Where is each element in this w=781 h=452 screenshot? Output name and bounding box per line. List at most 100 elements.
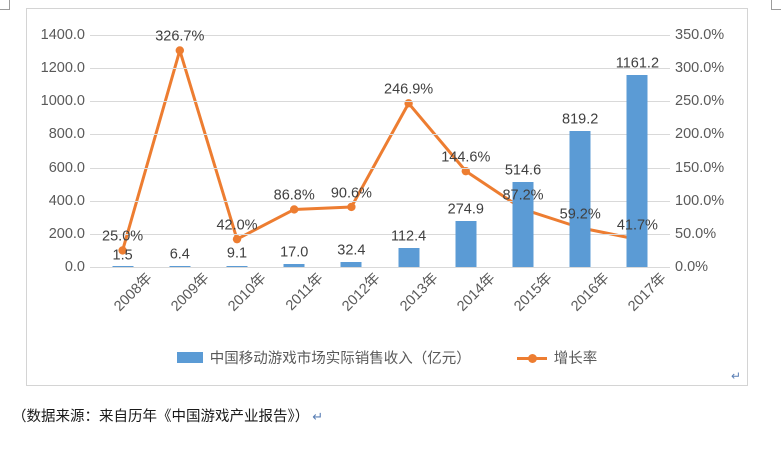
bar-2017年[interactable] (626, 74, 648, 267)
bar-value-label: 32.4 (337, 242, 366, 259)
left-axis-tickmark (90, 233, 94, 235)
legend-item-revenue[interactable]: 中国移动游戏市场实际销售收入（亿元） (176, 347, 471, 368)
bar-value-label: 112.4 (390, 228, 427, 245)
gridline (94, 167, 666, 169)
growth-rate-value-label: 87.2% (502, 187, 544, 204)
gridline (94, 134, 666, 136)
left-axis-tickmark (90, 200, 94, 202)
figure-caption: （数据来源：来自历年《中国游戏产业报告》） ↵ (12, 405, 323, 426)
gridline (94, 267, 666, 268)
left-value-axis: 0.0 200.0 400.0 600.0 800.0 1000.0 1200.0 1400.… (27, 28, 89, 274)
right-axis-tickmark (666, 233, 670, 235)
growth-rate-value-label: 41.7% (616, 217, 658, 234)
category-label-2017年: 2017年 (625, 270, 670, 315)
bar-2013年[interactable] (398, 248, 420, 267)
bar-value-label: 819.2 (562, 111, 599, 128)
legend-item-growth-rate[interactable]: 增长率 (516, 347, 598, 368)
bar-2014年[interactable] (455, 221, 477, 267)
bar-2008年[interactable] (112, 265, 134, 267)
left-axis-tick-label: 1400.0 (40, 26, 85, 43)
category-axis-labels: 2008年 2009年 2010年 2011年 2012年 2013年 2014年 2015年… (94, 270, 670, 331)
line-series-swatch-icon (516, 352, 547, 364)
bar-value-label: 6.4 (169, 246, 190, 263)
gridline (94, 200, 666, 202)
left-axis-tickmark (90, 101, 94, 103)
bar-series-swatch-icon (176, 352, 203, 363)
category-label-2011年: 2011年 (283, 270, 327, 314)
gridline (94, 35, 666, 36)
left-axis-tickmark (90, 267, 94, 268)
growth-rate-value-label: 59.2% (559, 206, 601, 223)
right-axis-tick-label: 350.0% (675, 26, 725, 43)
category-label-2015年: 2015年 (511, 270, 556, 315)
caption-return-icon: ↵ (312, 409, 324, 424)
bar-2012年[interactable] (340, 261, 362, 267)
bar-2016年[interactable] (569, 131, 591, 267)
growth-rate-polyline (121, 48, 639, 252)
growth-rate-value-label: 42.0% (216, 217, 258, 234)
right-percent-axis: 0.0% 50.0% 100.0% 150.0% 200.0% 250.0% 300.0% 3… (668, 28, 738, 274)
left-axis-tickmark (90, 35, 94, 36)
left-axis-tick-label: 1000.0 (40, 93, 85, 110)
right-axis-tick-label: 150.0% (675, 159, 725, 176)
right-axis-tickmark (666, 35, 670, 36)
category-label-2013年: 2013年 (396, 270, 442, 315)
growth-rate-value-label: 90.6% (330, 185, 372, 202)
right-axis-tick-label: 100.0% (675, 192, 725, 209)
line-marker-2012年[interactable] (347, 202, 356, 212)
right-axis-tickmark (666, 167, 670, 169)
gridline (94, 233, 666, 235)
bar-2009年[interactable] (169, 265, 191, 267)
bar-value-label: 1161.2 (615, 55, 660, 72)
category-label-2014年: 2014年 (454, 270, 499, 315)
legend-label-revenue: 中国移动游戏市场实际销售收入（亿元） (209, 351, 471, 367)
bar-value-label: 274.9 (447, 201, 484, 218)
left-axis-tickmark (90, 134, 94, 136)
right-axis-tick-label: 50.0% (675, 225, 717, 242)
growth-rate-value-label: 326.7% (155, 28, 205, 45)
page-corner-mark-top-left (0, 0, 10, 10)
category-label-2012年: 2012年 (339, 270, 384, 315)
left-axis-tickmark (90, 167, 94, 169)
right-axis-tickmark (666, 134, 670, 136)
category-label-2010年: 2010年 (225, 270, 270, 315)
right-axis-tickmark (666, 101, 670, 103)
caption-text: （数据来源：来自历年《中国游戏产业报告》） (12, 409, 310, 425)
right-axis-tickmark (666, 267, 670, 268)
left-axis-tick-label: 800.0 (48, 126, 85, 143)
right-axis-tick-label: 250.0% (675, 93, 725, 110)
line-marker-2008年[interactable] (118, 246, 127, 255)
chart-legend: 中国移动游戏市场实际销售收入（亿元） 增长率 (27, 347, 747, 368)
line-marker-2013年[interactable] (404, 99, 413, 108)
chart-container[interactable]: 0.0 200.0 400.0 600.0 800.0 1000.0 1200.0 1400.… (26, 8, 748, 386)
page-corner-mark-top-right (771, 0, 781, 10)
growth-rate-value-label: 86.8% (273, 187, 315, 204)
right-axis-tickmark (666, 68, 670, 70)
left-axis-tickmark (90, 68, 94, 70)
line-marker-2010年[interactable] (232, 234, 242, 244)
bar-value-label: 1.5 (112, 247, 133, 264)
bar-2011年[interactable] (283, 264, 305, 267)
line-marker-2014年[interactable] (461, 166, 470, 176)
legend-label-growth-rate: 增长率 (553, 351, 598, 367)
growth-rate-value-label: 144.6% (441, 149, 491, 166)
left-axis-tick-label: 600.0 (48, 159, 85, 176)
left-axis-tick-label: 1200.0 (40, 59, 85, 76)
right-axis-tickmark (666, 200, 670, 202)
left-axis-tick-label: 200.0 (48, 225, 85, 242)
bar-value-label: 514.6 (504, 162, 542, 179)
right-axis-tick-label: 300.0% (675, 59, 725, 76)
line-marker-2011年[interactable] (290, 205, 299, 214)
bar-2015年[interactable] (512, 181, 534, 267)
bar-value-label: 17.0 (280, 244, 309, 261)
paragraph-return-icon: ↵ (730, 369, 741, 383)
left-axis-tick-label: 0.0 (64, 258, 85, 275)
right-axis-tick-label: 0.0% (675, 258, 709, 275)
gridline (94, 101, 666, 103)
growth-rate-value-label: 246.9% (384, 81, 434, 98)
right-axis-tick-label: 200.0% (675, 126, 725, 143)
category-label-2016年: 2016年 (568, 270, 613, 315)
left-axis-tick-label: 400.0 (48, 192, 85, 209)
line-marker-2009年[interactable] (175, 46, 184, 55)
bar-2010年[interactable] (226, 265, 248, 267)
